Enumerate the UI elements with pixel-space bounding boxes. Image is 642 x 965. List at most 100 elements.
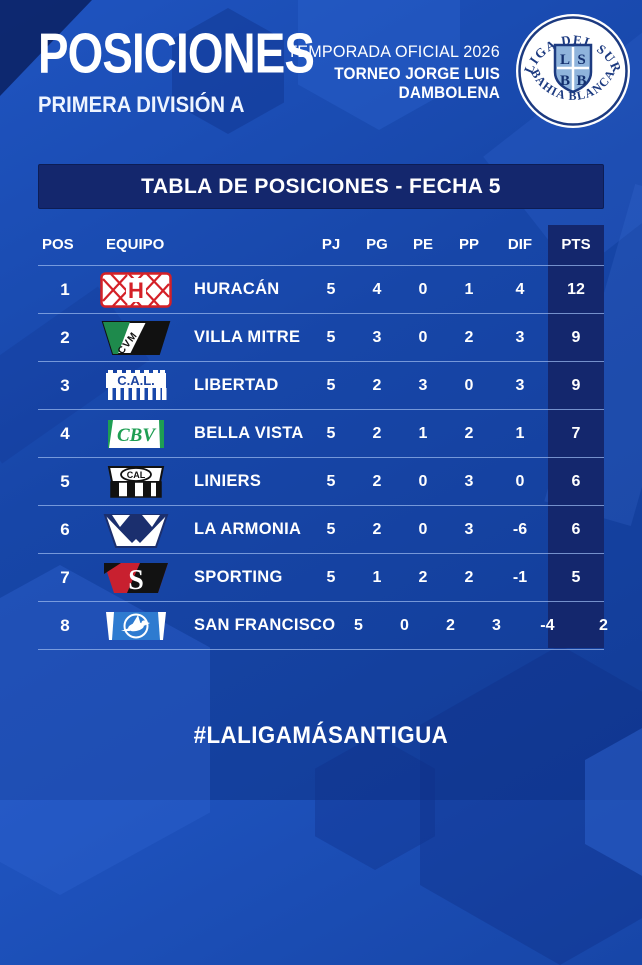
col-pe: PE [412,236,433,253]
table-row: 8 SAN FRANCISCO 5 0 2 [38,601,608,649]
pg-value: 2 [372,472,382,490]
bella-vista-logo-icon: CBV [92,414,180,454]
table-header-row: POS EQUIPO PJ PG PE PP DIF PTS [38,231,604,258]
logo-letter: CAL [127,470,146,480]
pp-value: 3 [464,472,474,490]
table-title: TABLA DE POSICIONES - FECHA 5 [38,164,604,209]
table-row: 6 LA ARMONIA 5 2 0 3 -6 6 [38,505,604,553]
pp-value: 1 [464,280,474,298]
position-value: 6 [60,519,70,539]
dif-value: 3 [515,328,525,346]
pts-value: 9 [571,376,581,394]
pp-value: 2 [464,424,474,442]
crest-letter: S [577,52,585,68]
col-pj: PJ [321,236,341,253]
team-name: SPORTING [194,568,283,586]
pj-value: 5 [326,520,336,538]
pe-value: 2 [445,616,455,634]
pj-value: 5 [326,472,336,490]
pts-value: 7 [571,424,581,442]
team-name: LINIERS [194,472,262,490]
huracan-logo-icon: H [92,270,180,310]
team-name: BELLA VISTA [194,424,304,442]
pts-value: 2 [598,616,608,634]
position-value: 2 [60,327,70,347]
team-name: LIBERTAD [194,376,279,394]
pe-value: 0 [418,520,428,538]
pj-value: 5 [353,616,363,634]
dif-value: 3 [515,376,525,394]
col-pts: PTS [561,236,591,253]
crest-letter: B [560,73,570,89]
pe-value: 3 [418,376,428,394]
table-row: 3 C.A.L. LIBERT [38,361,604,409]
pg-value: 2 [372,376,382,394]
logo-letter: C.A.L. [117,373,155,388]
pe-value: 0 [418,472,428,490]
season-block: TEMPORADA OFICIAL 2026 TORNEO JORGE LUIS… [260,42,500,103]
logo-letter: H [128,278,144,303]
pe-value: 1 [418,424,428,442]
pts-column-highlight [548,225,604,648]
pe-value: 0 [418,280,428,298]
col-dif: DIF [507,236,533,253]
hexagon-shape [420,645,642,965]
pp-value: 2 [464,568,474,586]
san-francisco-logo-icon [92,606,180,646]
team-name: VILLA MITRE [194,328,301,346]
liniers-logo-icon: CAL [92,462,180,502]
table-row: 2 CVM VILLA MITRE 5 3 0 2 3 9 [38,313,604,361]
position-value: 7 [60,567,70,587]
position-value: 3 [60,375,70,395]
dif-value: -1 [512,568,528,586]
pg-value: 4 [372,280,382,298]
tournament-label: TORNEO JORGE LUIS DAMBOLENA [334,65,500,102]
hexagon-shape [315,735,435,870]
dif-value: 0 [515,472,525,490]
pts-value: 6 [571,472,581,490]
pj-value: 5 [326,424,336,442]
liga-del-sur-crest-icon: LIGA DEL SUR BAHIA BLANCA L S B B [516,14,630,128]
pp-value: 3 [491,616,501,634]
team-name: SAN FRANCISCO [194,616,336,634]
pg-value: 0 [399,616,409,634]
villa-mitre-logo-icon: CVM [92,318,180,358]
pp-value: 3 [464,520,474,538]
crest-letter: L [560,52,570,68]
table-row: 4 CBV BELLA VISTA 5 2 1 2 1 7 [38,409,604,457]
position-value: 4 [60,423,70,443]
pg-value: 1 [372,568,382,586]
pts-value: 5 [571,568,581,586]
dif-value: -6 [512,520,528,538]
col-equipo: EQUIPO [106,236,165,253]
table-rows: 1 H HURACÁN 5 4 0 1 4 12 [38,265,608,650]
pj-value: 5 [326,376,336,394]
logo-letter: S [128,565,144,596]
pp-value: 0 [464,376,474,394]
crest-letter: B [576,73,586,89]
pts-value: 6 [571,520,581,538]
logo-letter: CBV [117,425,156,446]
dif-value: -4 [540,616,555,634]
col-pp: PP [458,236,479,253]
team-name: LA ARMONIA [194,520,302,538]
pj-value: 5 [326,568,336,586]
col-pg: PG [366,236,388,253]
sporting-logo-icon: S [92,558,180,598]
division-subtitle: PRIMERA DIVISIÓN A [38,92,245,117]
hashtag-text: #LALIGAMÁSANTIGUA [193,722,449,749]
footer: #LALIGAMÁSANTIGUA [0,722,642,750]
pj-value: 5 [326,328,336,346]
pj-value: 5 [326,280,336,298]
standings-table: TABLA DE POSICIONES - FECHA 5 POS EQUIPO… [38,164,608,650]
pg-value: 2 [372,424,382,442]
table-row: 5 CAL LINIERS 5 2 0 3 0 6 [38,457,604,505]
position-value: 1 [60,279,70,299]
pe-value: 2 [418,568,428,586]
pg-value: 3 [372,328,382,346]
pg-value: 2 [372,520,382,538]
dif-value: 1 [515,424,525,442]
pts-value: 12 [567,280,585,298]
pts-value: 9 [571,328,581,346]
dif-value: 4 [515,280,525,298]
